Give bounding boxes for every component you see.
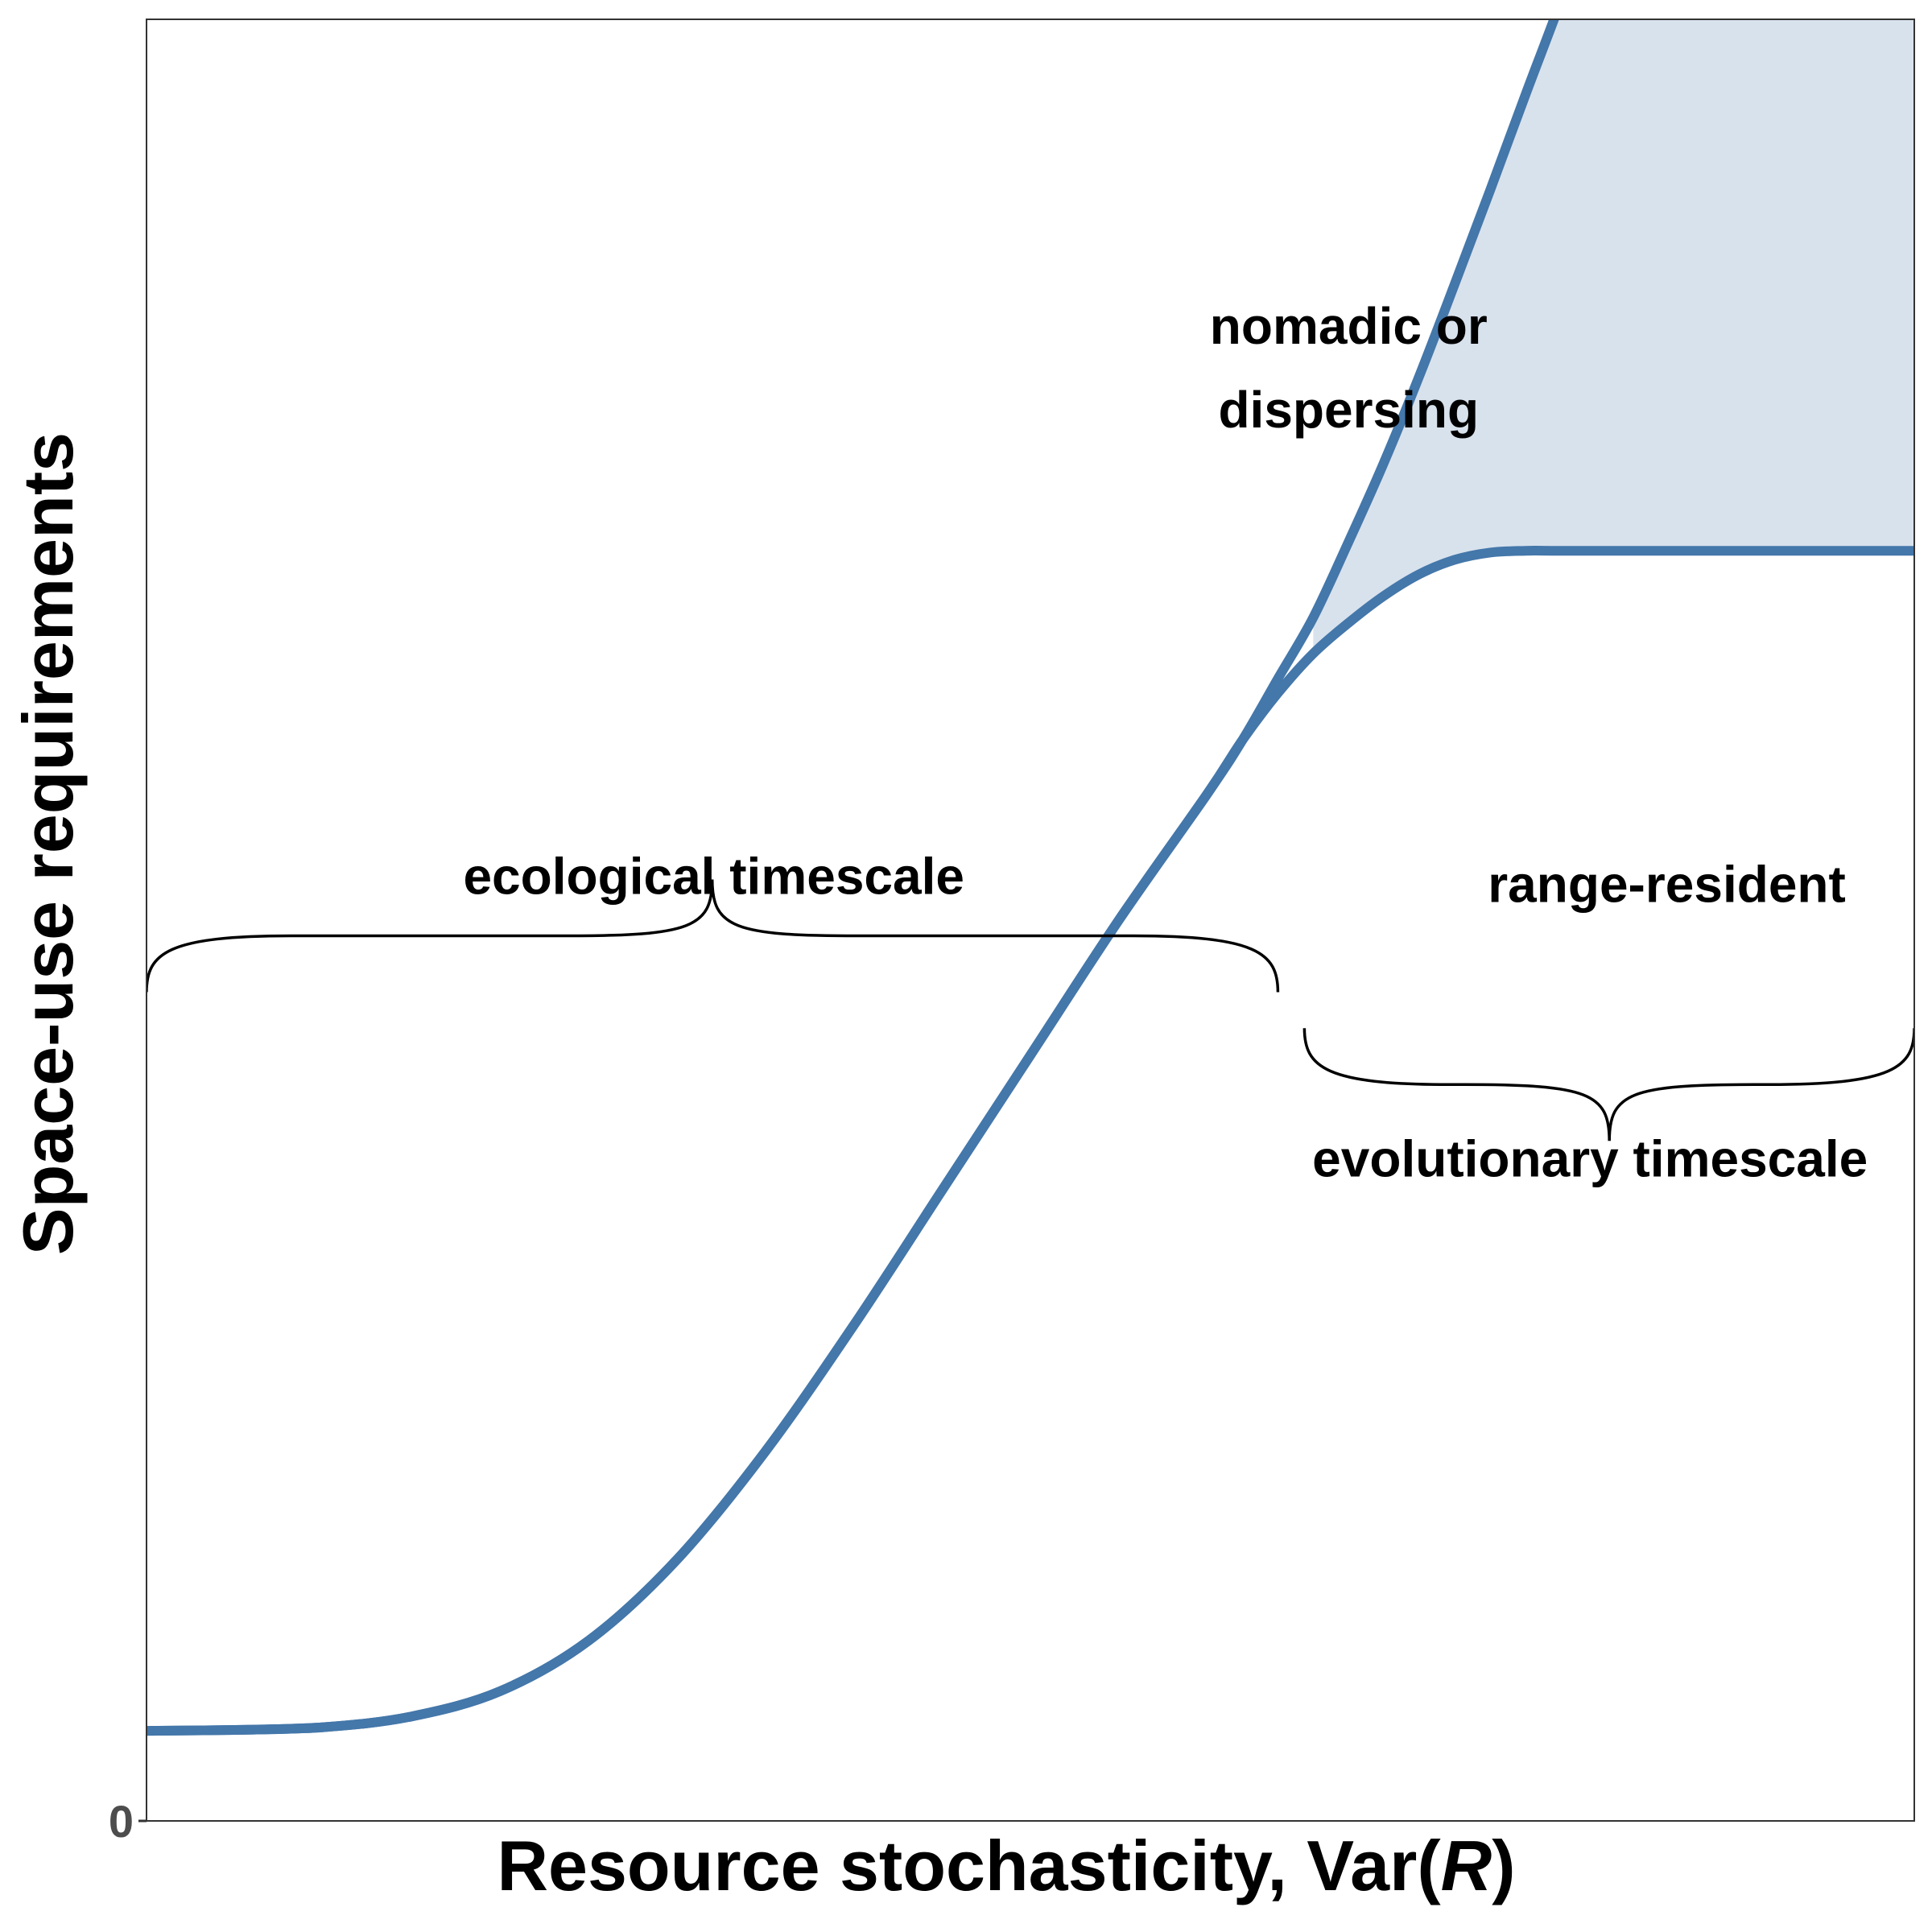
y-axis-title: Space-use requirements [8,432,88,1255]
bracket-evolutionary [1302,1028,1914,1141]
x-axis-title-main: Resource stochasticity, Var( [497,1826,1441,1905]
annotation-nomadic-line-2: dispersing [1218,381,1479,439]
x-axis-title-variable: R [1441,1826,1492,1905]
bracket-ecological [147,879,1280,993]
annotation-nomadic-line-1: nomadic or [1210,297,1488,355]
x-axis-title: Resource stochasticity, Var(R) [497,1826,1515,1905]
plot-area [147,19,1914,1736]
panel-border [146,19,1915,1822]
y-tick-label-0: 0 [109,1796,134,1847]
label-ecological-timescale: ecological timescale [463,848,964,906]
label-evolutionary-timescale: evolutionary timescale [1312,1129,1868,1187]
series-line-resident [147,546,1914,1736]
shaded-region [1313,19,1914,654]
x-axis-title-close: ) [1492,1826,1515,1905]
annotation-range-resident: range-resident [1488,856,1846,914]
